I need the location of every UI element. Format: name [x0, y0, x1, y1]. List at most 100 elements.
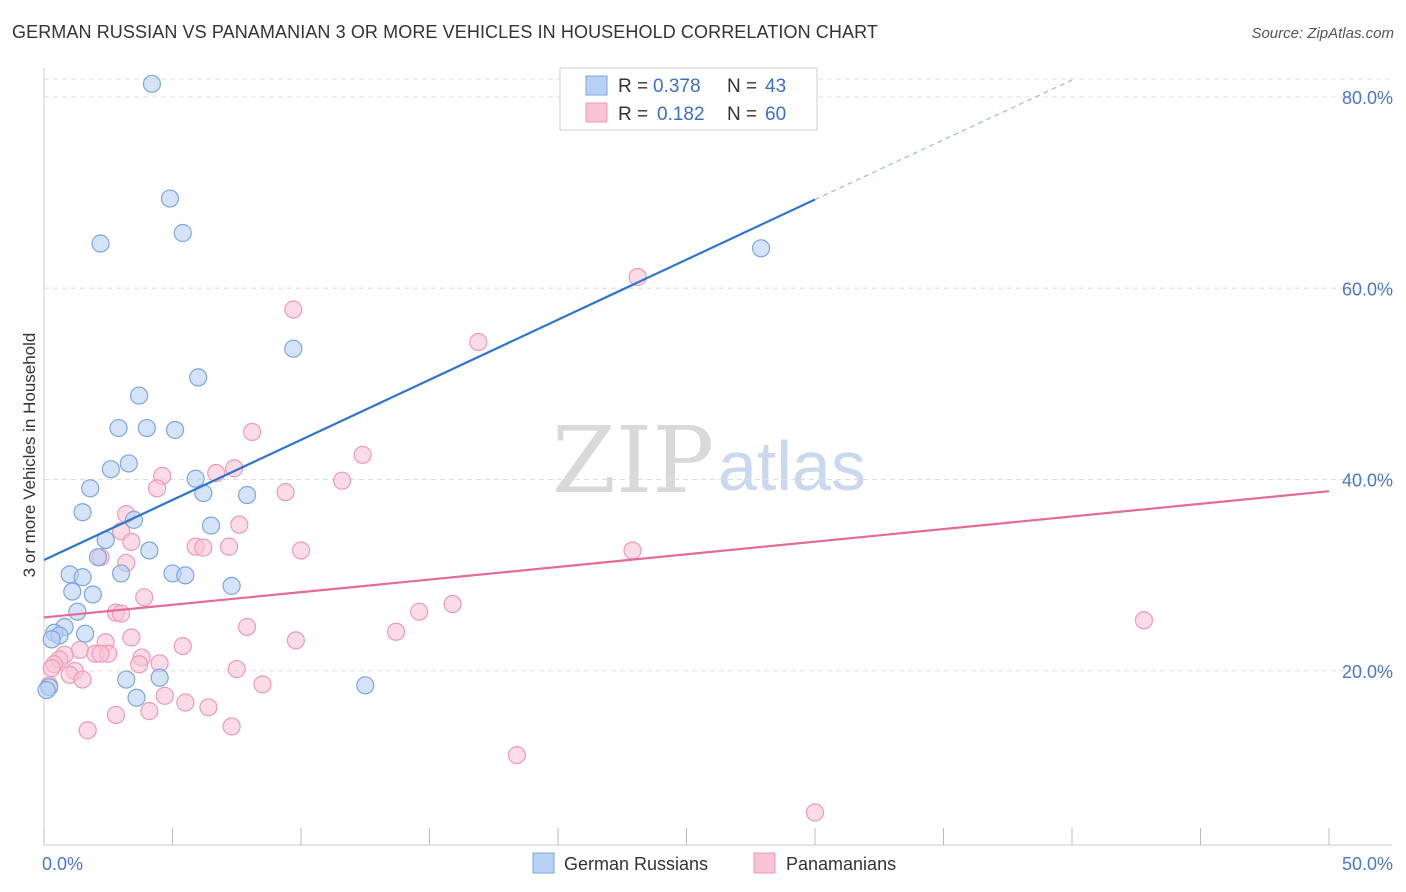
panamanian-point	[122, 628, 141, 647]
panamanian-point	[70, 640, 90, 660]
panamanian-point	[410, 602, 429, 621]
german-russian-point	[186, 469, 205, 488]
panamanian-point	[243, 422, 262, 441]
german-russian-point	[42, 630, 61, 649]
german-russians-points	[37, 74, 771, 707]
legend-swatch-pink	[585, 102, 608, 123]
german-russian-point	[150, 668, 169, 687]
german-russian-point	[117, 670, 136, 689]
bottom-legend-swatch-pink	[753, 852, 776, 874]
german-russian-point	[109, 418, 128, 438]
panamanian-point	[333, 471, 352, 490]
y-tick-label: 20.0%	[1342, 662, 1393, 682]
bottom-legend-label-panamanians: Panamanians	[786, 854, 896, 874]
panamanian-point	[176, 693, 195, 712]
panamanian-point	[286, 631, 305, 650]
german-russian-point	[119, 454, 138, 473]
x-tick-label-max: 50.0%	[1342, 854, 1393, 874]
german-russian-point	[129, 386, 149, 405]
german-russian-point	[165, 420, 185, 440]
german-russian-point	[237, 485, 257, 505]
german-russian-point	[101, 460, 120, 479]
panamanian-point	[73, 670, 92, 689]
y-axis-label: 3 or more Vehicles in Household	[20, 333, 39, 578]
trend-lines	[43, 79, 1330, 619]
panamanian-point	[129, 655, 149, 674]
panamanian-point	[173, 636, 192, 656]
panamanian-point	[155, 686, 174, 705]
german-russian-point	[137, 418, 156, 438]
panamanians-points	[40, 267, 1154, 822]
german-russian-point	[222, 576, 241, 595]
grid	[44, 78, 1392, 672]
german-russian-point	[111, 564, 131, 583]
panamanian-point	[1134, 611, 1154, 630]
panamanian-point	[805, 803, 825, 822]
panamanian-point	[353, 445, 372, 464]
panamanian-point	[230, 515, 249, 534]
german-russian-point	[189, 368, 208, 387]
panamanian-point	[623, 541, 642, 560]
german-russian-point	[91, 234, 110, 253]
y-tick-labels: 20.0% 40.0% 60.0% 80.0%	[1342, 88, 1393, 682]
panamanian-point	[219, 537, 239, 556]
y-tick-label: 60.0%	[1342, 279, 1393, 299]
panamanian-point	[42, 658, 61, 678]
panamanian-point	[106, 705, 126, 725]
panamanian-point	[222, 717, 241, 736]
panamanian-point	[291, 541, 311, 560]
german-russian-point	[68, 602, 87, 621]
panamanian-point	[276, 483, 295, 502]
legend-r-label-blue: R =	[618, 76, 648, 97]
bottom-legend-swatch-blue	[532, 852, 555, 874]
panamanian-point	[227, 659, 246, 679]
german-russian-point	[173, 223, 192, 243]
german-russians-trend-line	[43, 198, 816, 562]
panamanian-point	[135, 588, 154, 607]
y-tick-label: 40.0%	[1342, 471, 1393, 491]
german-russian-point	[284, 339, 303, 358]
panamanian-point	[147, 479, 167, 498]
german-russian-point	[76, 624, 95, 643]
panamanian-point	[91, 644, 110, 663]
chart-source: Source: ZipAtlas.com	[1251, 25, 1394, 42]
panamanian-point	[253, 675, 272, 694]
german-russian-point	[142, 74, 162, 93]
legend-n-label-blue: N =	[727, 76, 757, 97]
legend-r-value-pink: 0.182	[657, 104, 705, 125]
panamanian-point	[199, 698, 218, 717]
x-tick-labels: 0.0% 50.0%	[42, 854, 1393, 874]
y-tick-label: 80.0%	[1342, 88, 1393, 108]
watermark-atlas: atlas	[718, 427, 866, 505]
panamanian-point	[237, 617, 257, 637]
legend-n-label-pink: N =	[727, 104, 757, 125]
german-russian-point	[160, 189, 180, 208]
legend-n-value-blue: 43	[765, 76, 786, 97]
panamanian-point	[284, 300, 303, 319]
panamanian-point	[111, 604, 131, 623]
x-tick-label-min: 0.0%	[42, 854, 83, 874]
watermark-zip: ZIP	[552, 407, 714, 514]
panamanian-point	[469, 332, 488, 352]
german-russian-point	[176, 566, 195, 585]
german-russian-point	[140, 541, 159, 560]
legend-r-label-pink: R =	[618, 104, 648, 125]
german-russian-point	[73, 503, 92, 522]
german-russian-point	[127, 688, 146, 707]
german-russian-point	[88, 548, 108, 567]
bottom-legend: German Russians Panamanians	[532, 852, 896, 874]
german-russian-point	[356, 676, 375, 695]
german-russian-point	[81, 479, 100, 498]
german-russian-point	[751, 239, 771, 258]
axes	[43, 68, 1392, 846]
german-russian-point	[37, 680, 56, 700]
legend-box: R = 0.378 N = 43 R = 0.182 N = 60	[559, 67, 818, 131]
panamanian-point	[78, 721, 97, 740]
panamanian-point	[122, 532, 141, 551]
panamanian-point	[194, 538, 213, 557]
german-russian-point	[201, 516, 221, 535]
legend-r-value-blue: 0.378	[653, 76, 701, 97]
german-russians-trend-extension	[814, 79, 1073, 201]
panamanians-trend-line	[43, 490, 1330, 619]
